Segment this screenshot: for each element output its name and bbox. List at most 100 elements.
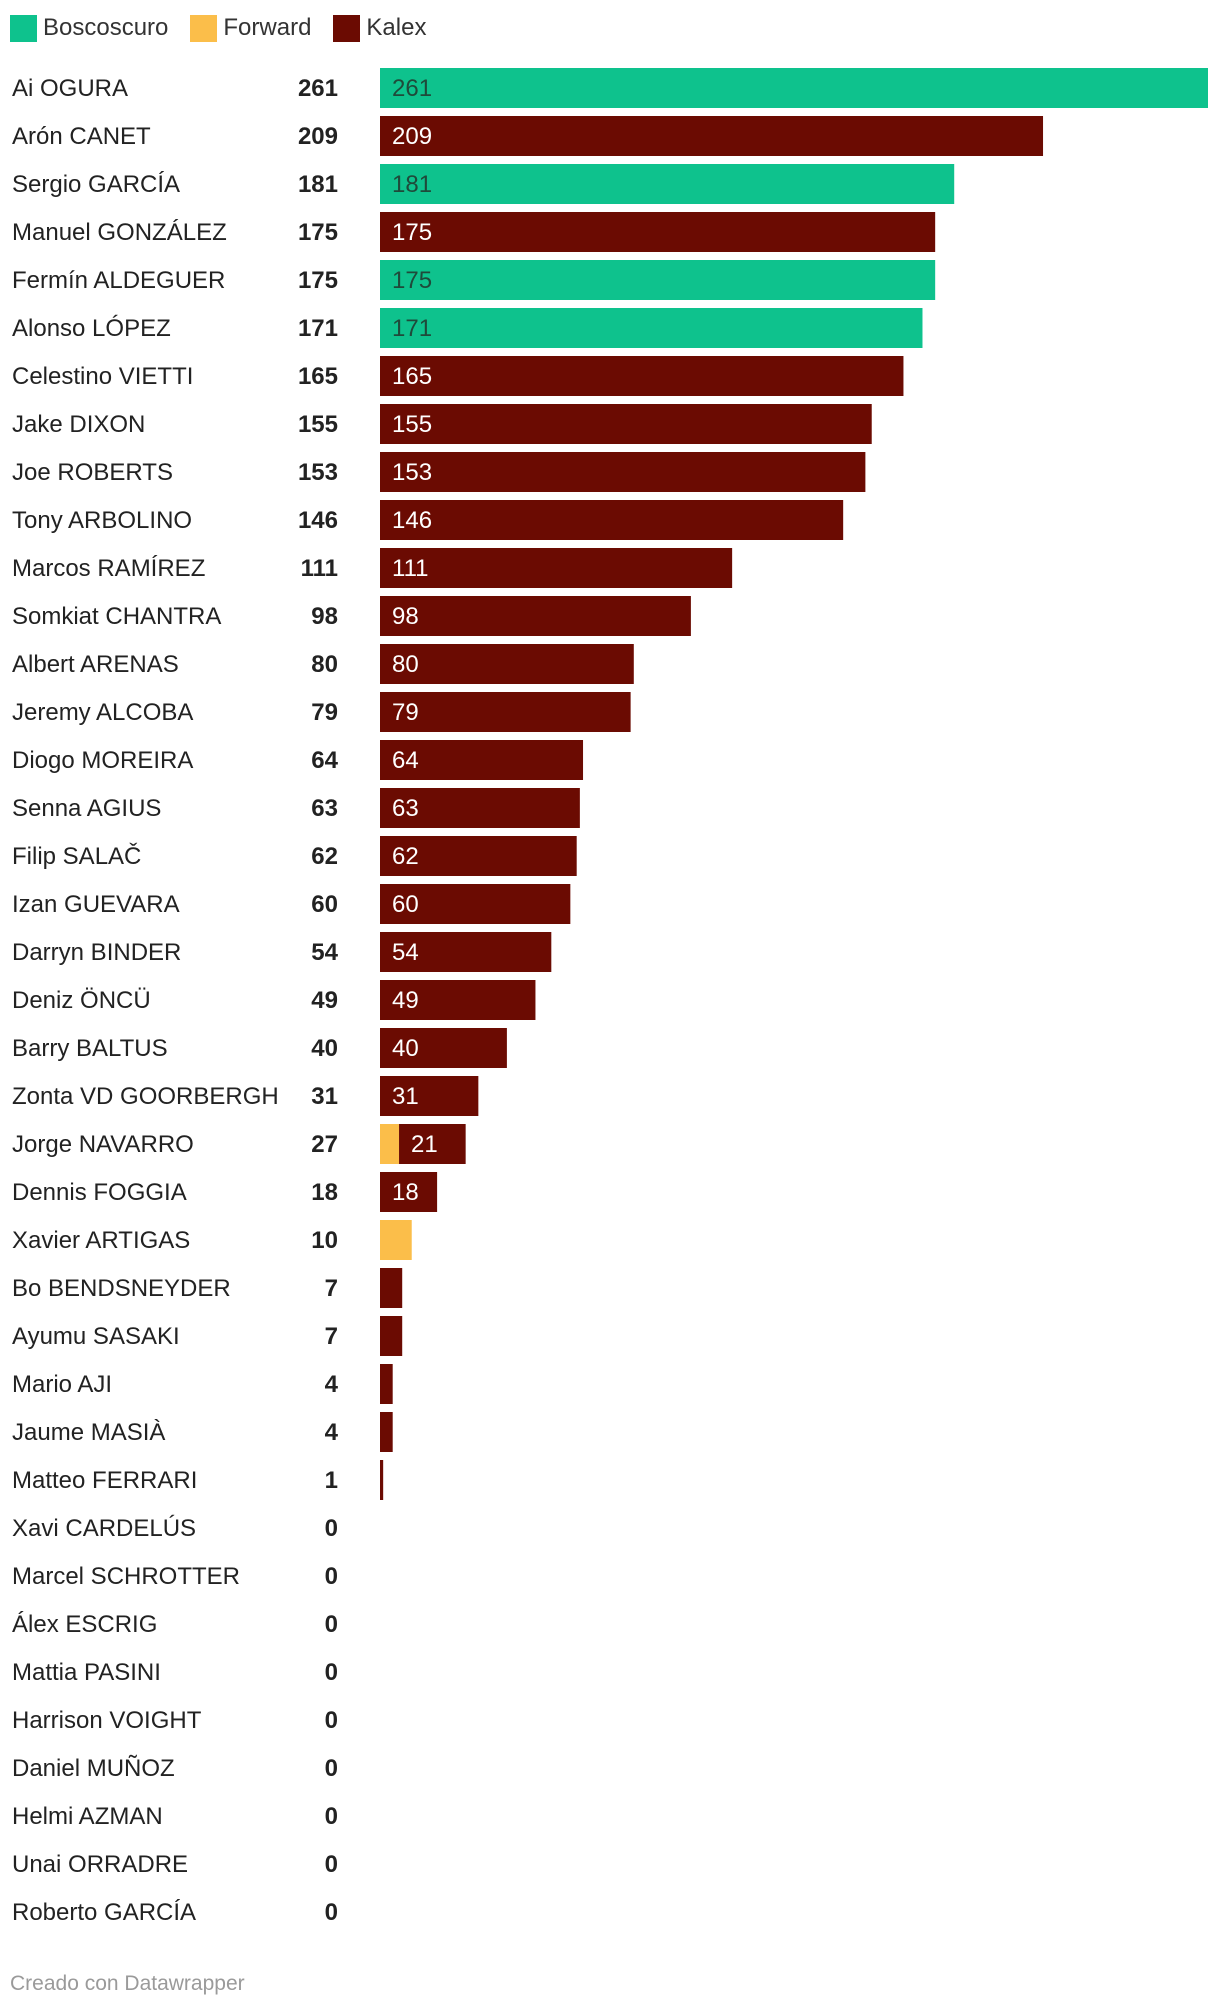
rider-label: Joe ROBERTS xyxy=(12,459,173,486)
bar-segment-kalex xyxy=(380,932,552,972)
bar-segment-kalex xyxy=(380,500,844,540)
total-label: 0 xyxy=(325,1755,338,1782)
total-label: 209 xyxy=(298,123,338,150)
bar-row: Jaume MASIÀ 4 xyxy=(12,1412,393,1452)
legend-swatch xyxy=(190,14,218,42)
total-label: 54 xyxy=(311,939,338,966)
total-label: 261 xyxy=(298,75,338,102)
bar-row: Ayumu SASAKI 7 xyxy=(12,1316,403,1356)
bar-segment-kalex xyxy=(380,1028,507,1068)
total-label: 175 xyxy=(298,267,338,294)
bar-value-label: 63 xyxy=(392,795,419,822)
bar-row: Roberto GARCÍA 0 xyxy=(12,1899,338,1926)
bar-segment-kalex xyxy=(380,356,904,396)
rider-label: Marcel SCHROTTER xyxy=(12,1563,240,1590)
total-label: 18 xyxy=(311,1179,338,1206)
bar-segment-boscoscuro xyxy=(380,68,1208,108)
total-label: 0 xyxy=(325,1851,338,1878)
total-label: 153 xyxy=(298,459,338,486)
legend-swatch xyxy=(333,14,361,42)
rider-label: Xavier ARTIGAS xyxy=(12,1227,190,1254)
rider-label: Albert ARENAS xyxy=(12,651,179,678)
bar-value-label: 155 xyxy=(392,411,432,438)
bar-row: Joe ROBERTS 153 153 xyxy=(12,452,866,492)
total-label: 64 xyxy=(311,747,338,774)
bar-value-label: 40 xyxy=(392,1035,419,1062)
chart-credit: Creado con Datawrapper xyxy=(10,1972,245,1995)
bar-value-label: 146 xyxy=(392,507,432,534)
total-label: 79 xyxy=(311,699,338,726)
bar-row: Deniz ÖNCÜ 49 49 xyxy=(12,980,536,1020)
rider-label: Fermín ALDEGUER xyxy=(12,267,225,294)
bar-row: Senna AGIUS 63 63 xyxy=(12,788,580,828)
bar-value-label: 79 xyxy=(392,699,419,726)
total-label: 146 xyxy=(298,507,338,534)
bar-segment-kalex xyxy=(380,1172,438,1212)
bar-row: Arón CANET 209 209 xyxy=(12,116,1044,156)
rider-label: Jaume MASIÀ xyxy=(12,1419,165,1446)
legend-item-kalex: Kalex xyxy=(333,14,426,42)
rider-label: Manuel GONZÁLEZ xyxy=(12,219,227,246)
bar-segment-boscoscuro xyxy=(380,308,923,348)
bar-row: Jorge NAVARRO 27 21 xyxy=(12,1124,466,1164)
bar-segment-kalex xyxy=(380,980,536,1020)
bar-segment-kalex xyxy=(380,1364,393,1404)
total-label: 0 xyxy=(325,1611,338,1638)
bar-row: Sergio GARCÍA 181 181 xyxy=(12,164,955,204)
bar-row: Diogo MOREIRA 64 64 xyxy=(12,740,584,780)
bar-value-label: 209 xyxy=(392,123,432,150)
total-label: 0 xyxy=(325,1659,338,1686)
total-label: 63 xyxy=(311,795,338,822)
bar-value-label: 54 xyxy=(392,939,419,966)
bar-value-label: 111 xyxy=(392,555,428,582)
bar-segment-kalex xyxy=(380,548,733,588)
bar-row: Bo BENDSNEYDER 7 xyxy=(12,1268,403,1308)
bar-row: Fermín ALDEGUER 175 175 xyxy=(12,260,936,300)
rider-label: Darryn BINDER xyxy=(12,939,181,966)
bar-row: Unai ORRADRE 0 xyxy=(12,1851,338,1878)
bar-segment-kalex xyxy=(380,644,634,684)
rider-label: Barry BALTUS xyxy=(12,1035,168,1062)
total-label: 4 xyxy=(325,1419,339,1446)
bar-row: Matteo FERRARI 1 xyxy=(12,1460,384,1500)
bar-row: Dennis FOGGIA 18 18 xyxy=(12,1172,438,1212)
total-label: 1 xyxy=(325,1467,338,1494)
bar-segment-kalex xyxy=(380,1076,479,1116)
rider-label: Mario AJI xyxy=(12,1371,112,1398)
bar-row: Celestino VIETTI 165 165 xyxy=(12,356,904,396)
rider-label: Matteo FERRARI xyxy=(12,1467,197,1494)
total-label: 7 xyxy=(325,1275,338,1302)
bar-row: Filip SALAČ 62 62 xyxy=(12,836,577,876)
total-label: 98 xyxy=(311,603,338,630)
total-label: 7 xyxy=(325,1323,338,1350)
total-label: 181 xyxy=(298,171,338,198)
rider-label: Xavi CARDELÚS xyxy=(12,1515,196,1542)
total-label: 27 xyxy=(311,1131,338,1158)
bar-segment-boscoscuro xyxy=(380,260,936,300)
total-label: 40 xyxy=(311,1035,338,1062)
bar-segment-kalex xyxy=(380,212,936,252)
bar-row: Somkiat CHANTRA 98 98 xyxy=(12,596,691,636)
bar-chart: Ai OGURA 261 261 Arón CANET 209 209 Sergio GAR… xyxy=(12,68,1208,1926)
rider-label: Izan GUEVARA xyxy=(12,891,180,918)
bar-segment-kalex xyxy=(380,788,580,828)
total-label: 49 xyxy=(311,987,338,1014)
rider-label: Dennis FOGGIA xyxy=(12,1179,187,1206)
bar-segment-kalex xyxy=(380,404,872,444)
bar-row: Tony ARBOLINO 146 146 xyxy=(12,500,844,540)
total-label: 165 xyxy=(298,363,338,390)
bar-segment-kalex xyxy=(380,1412,393,1452)
bar-row: Harrison VOIGHT 0 xyxy=(12,1707,338,1734)
rider-label: Jake DIXON xyxy=(12,411,145,438)
total-label: 175 xyxy=(298,219,338,246)
rider-label: Diogo MOREIRA xyxy=(12,747,193,774)
total-label: 0 xyxy=(325,1899,338,1926)
rider-label: Somkiat CHANTRA xyxy=(12,603,221,630)
bar-row: Izan GUEVARA 60 60 xyxy=(12,884,571,924)
total-label: 80 xyxy=(311,651,338,678)
bar-segment-kalex xyxy=(380,1460,384,1500)
bar-row: Xavier ARTIGAS 10 xyxy=(12,1220,412,1260)
bar-value-label: 31 xyxy=(392,1083,419,1110)
bar-row: Alonso LÓPEZ 171 171 xyxy=(12,308,923,348)
rider-label: Jeremy ALCOBA xyxy=(12,699,193,726)
